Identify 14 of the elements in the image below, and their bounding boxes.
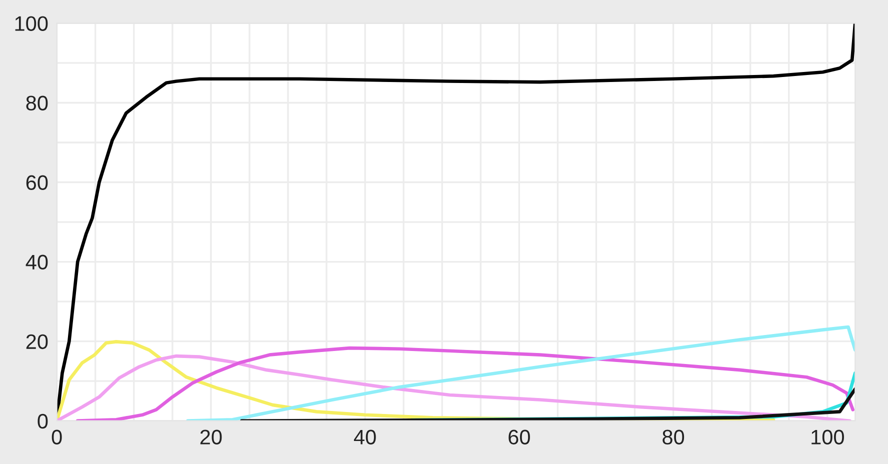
x-tick-label: 80: [662, 430, 684, 444]
y-tick-label: 100: [15, 16, 48, 31]
x-tick-label: 0: [52, 430, 62, 444]
x-tick-label: 20: [200, 430, 222, 444]
line-series: [186, 325, 856, 421]
x-tick-label: 100: [812, 430, 844, 444]
x-tick-label: 40: [354, 430, 376, 444]
x-tick-label: 60: [508, 430, 530, 444]
y-tick-label: 80: [26, 96, 48, 110]
y-tick-label: 60: [26, 175, 48, 190]
y-tick-label: 0: [38, 414, 48, 429]
y-tick-label: 20: [26, 334, 48, 350]
line-series: [240, 387, 856, 421]
y-tick-label: 40: [26, 254, 48, 270]
